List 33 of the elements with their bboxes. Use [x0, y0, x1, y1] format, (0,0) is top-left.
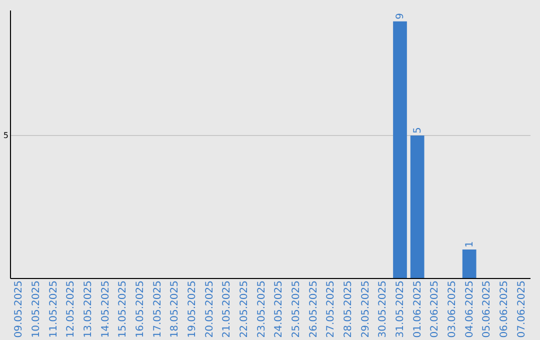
x-tick-label: 02.06.2025: [430, 280, 441, 338]
x-tick-label: 03.06.2025: [447, 280, 458, 338]
x-tick-label: 06.06.2025: [499, 280, 510, 338]
x-tick-label: 01.06.2025: [412, 280, 424, 338]
x-tick-label: 11.05.2025: [48, 280, 60, 338]
x-tick-label: 14.05.2025: [100, 280, 112, 338]
x-tick-label: 15.05.2025: [118, 280, 129, 338]
x-tick-label: 18.05.2025: [170, 280, 181, 338]
x-tick-label: 12.05.2025: [66, 280, 77, 338]
x-tick-label: 21.05.2025: [222, 280, 233, 338]
x-tick-label: 31.05.2025: [395, 280, 406, 338]
x-tick-label: 27.05.2025: [326, 280, 337, 338]
x-tick-label: 23.05.2025: [256, 280, 268, 338]
x-tick-label: 13.05.2025: [83, 280, 94, 338]
x-tick-label: 20.05.2025: [204, 280, 216, 338]
x-tick-label: 30.05.2025: [378, 280, 389, 338]
data-label: 5: [412, 127, 424, 134]
x-tick-label: 26.05.2025: [308, 280, 320, 338]
data-label: 1: [464, 241, 476, 248]
x-tick-label: 09.05.2025: [14, 280, 25, 338]
x-tick-label: 17.05.2025: [152, 280, 164, 338]
x-tick-label: 29.05.2025: [360, 280, 372, 338]
x-tick-label: 25.05.2025: [291, 280, 302, 338]
x-tick-label: 24.05.2025: [274, 280, 285, 338]
x-tick-label: 19.05.2025: [187, 280, 198, 338]
data-label: 9: [395, 13, 406, 20]
x-tick-label: 05.06.2025: [482, 280, 493, 338]
x-tick-label: 22.05.2025: [239, 280, 250, 338]
x-tick-label: 28.05.2025: [343, 280, 354, 338]
x-tick-label: 07.06.2025: [516, 280, 528, 338]
x-tick-label: 04.06.2025: [464, 280, 476, 338]
x-tick-label: 16.05.2025: [135, 280, 146, 338]
x-tick-label: 10.05.2025: [31, 280, 42, 338]
